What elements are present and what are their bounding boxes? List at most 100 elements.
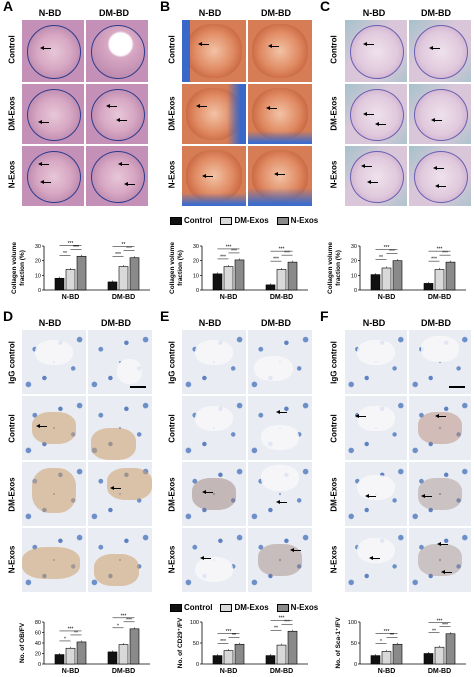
bar-n-exos [129,628,140,665]
bar-control [423,283,434,291]
micrograph-f-dmbd-nexos [409,528,471,592]
micrograph-b-dmbd-control [248,20,312,82]
bar-dm-exos [65,647,76,665]
row-label-d-4: N-Exos [7,545,17,574]
col-header-c-1: N-BD [362,8,386,18]
y-axis-label: Collagen volumefraction (%) [11,242,26,294]
significance-mark: *** [384,245,390,251]
micrograph-d-dmbd-control [88,396,152,460]
micrograph-a-dmbd-control [86,20,148,82]
bar-dm-exos [118,266,129,291]
significance-mark: *** [384,629,390,635]
significance-mark: *** [389,249,395,255]
micrograph-c-dmbd-nexos [409,146,471,206]
y-axis-label: No. of Sca-1⁺/FV [335,617,342,669]
panel-letter-d: D [3,308,14,324]
bar-dm-exos [118,644,129,665]
x-tick-label: DM-BD [112,294,135,301]
row-label-e-4: N-Exos [167,545,177,574]
bar-control [107,281,118,291]
bar-n-exos [287,630,298,665]
micrograph-b-nbd-dmexos [182,84,246,144]
significance-mark: *** [73,245,79,251]
row-label-f-1: IgG control [329,341,339,384]
x-tick-label: N-BD [220,294,238,301]
micrograph-f-nbd-dmexos [345,462,407,526]
row-label-c-3: N-Exos [329,160,339,189]
col-header-f-1: N-BD [362,318,386,328]
micrograph-d-dmbd-dmexos [88,462,152,526]
micrograph-e-dmbd-dmexos [248,462,312,526]
scale-bar [130,386,146,388]
micrograph-c-nbd-dmexos [345,84,407,144]
micrograph-f-dmbd-igg [409,330,471,394]
legend-top: Control DM-Exos N-Exos [170,216,322,225]
micrograph-a-dmbd-dmexos [86,84,148,144]
legend-label-dmexos: DM-Exos [234,603,269,612]
x-tick-label: DM-BD [270,294,293,301]
panel-letter-f: F [320,308,329,324]
significance-mark: *** [437,247,443,253]
y-tick-label: 0 [196,288,199,294]
micrograph-a-dmbd-nexos [86,146,148,206]
y-tick-label: 100 [190,620,199,626]
micrograph-e-nbd-dmexos [182,462,246,526]
y-tick-label: 60 [35,631,41,637]
y-axis-label-line: No. of CD29⁺/FV [177,617,184,668]
micrograph-b-dmbd-dmexos [248,84,312,144]
micrograph-d-dmbd-nexos [88,528,152,592]
scale-bar [449,386,465,388]
y-tick-label: 10 [35,273,41,279]
bar-control [212,655,223,665]
micrograph-a-nbd-control [22,20,84,82]
y-axis-label-line: Collagen volume [11,242,18,294]
significance-mark: *** [284,251,290,257]
significance-mark: *** [226,629,232,635]
legend-bottom: Control DM-Exos N-Exos [170,603,322,612]
significance-mark: *** [126,246,132,252]
legend-label-control: Control [184,603,213,612]
col-header-d-2: DM-BD [101,318,131,328]
y-tick-label: 0 [354,662,357,668]
significance-mark: ** [432,628,436,634]
col-header-c-2: DM-BD [421,8,451,18]
bar-dm-exos [434,646,445,665]
micrograph-a-nbd-dmexos [22,84,84,144]
x-tick-label: N-BD [62,294,80,301]
bar-n-exos [287,261,298,291]
row-label-f-3: DM-Exos [329,477,339,512]
micrograph-e-nbd-control [182,396,246,460]
micrograph-b-nbd-nexos [182,146,246,206]
bar-n-exos [129,257,140,291]
micrograph-e-dmbd-control [248,396,312,460]
row-label-d-1: IgG control [7,341,17,384]
x-tick-label: N-BD [62,668,80,675]
bar-control [370,274,381,291]
legend-label-dmexos: DM-Exos [234,216,269,225]
col-header-a-1: N-BD [38,8,62,18]
y-tick-label: 50 [193,641,199,647]
bar-control [212,273,223,291]
micrograph-d-nbd-nexos [22,528,86,592]
y-tick-label: 20 [35,652,41,658]
col-header-e-1: N-BD [198,318,222,328]
y-axis-label-line: No. of Sca-1⁺/FV [335,617,342,669]
y-tick-label: 100 [348,620,357,626]
significance-mark: *** [68,626,74,632]
row-label-b-3: N-Exos [167,160,177,189]
bar-control [54,277,65,291]
micrograph-a-nbd-nexos [22,146,84,206]
bar-n-exos [76,641,87,665]
significance-mark: * [380,639,382,645]
y-tick-label: 20 [193,259,199,265]
legend-swatch-dmexos [220,603,233,612]
legend-label-nexos: N-Exos [290,216,319,225]
significance-mark: *** [442,622,448,628]
bar-n-exos [445,633,456,665]
significance-mark: ** [63,251,67,257]
y-tick-label: 20 [351,259,357,265]
y-axis-label-line: fraction (%) [177,250,184,286]
